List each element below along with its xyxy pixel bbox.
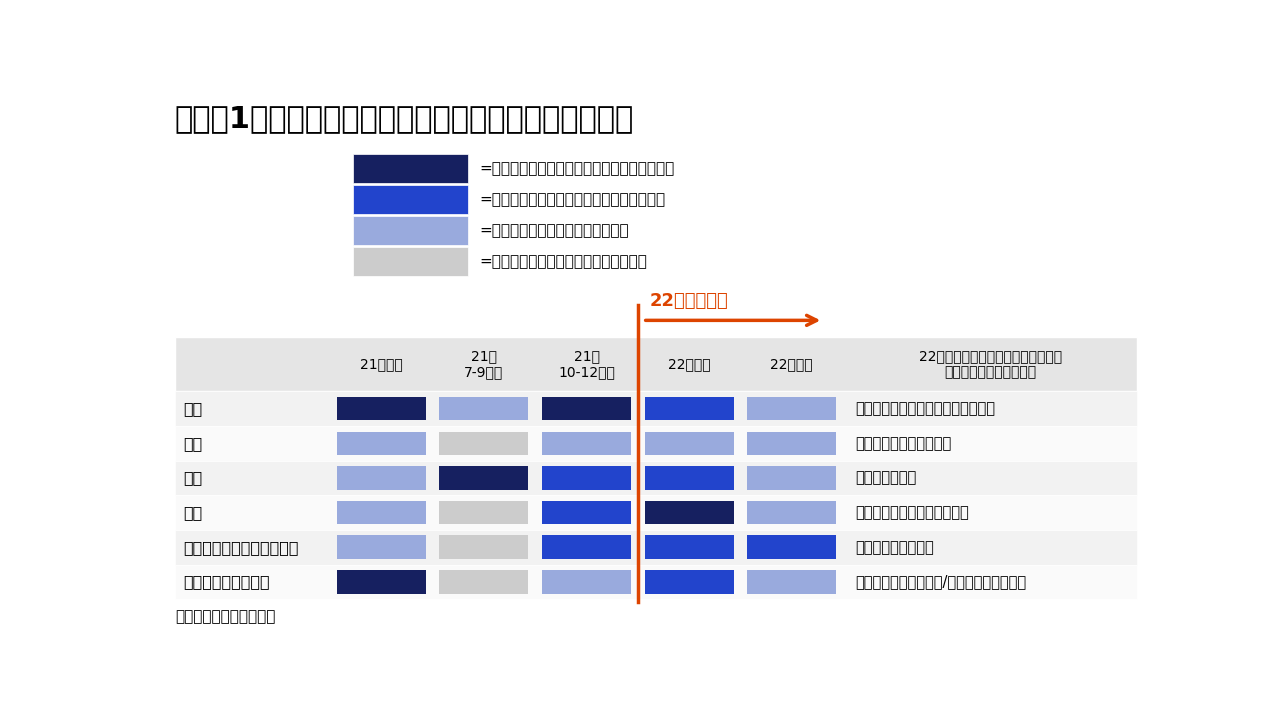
Text: アジア新興国（中国以外）: アジア新興国（中国以外） — [183, 540, 298, 554]
Bar — [748, 397, 836, 420]
Text: 22年の見通し: 22年の見通し — [650, 292, 728, 310]
Bar — [353, 216, 467, 245]
Bar — [645, 501, 733, 524]
Text: （出所）インベスコ作成: （出所）インベスコ作成 — [175, 609, 275, 624]
Bar — [337, 466, 426, 490]
Text: 21年
7-9月期: 21年 7-9月期 — [465, 349, 503, 379]
Text: 21年前半: 21年前半 — [360, 357, 403, 371]
Bar — [175, 495, 1137, 530]
Bar — [748, 570, 836, 594]
Bar — [748, 536, 836, 559]
Bar — [175, 391, 1137, 426]
Bar — [337, 397, 426, 420]
Bar — [337, 570, 426, 594]
Bar — [337, 431, 426, 455]
Text: 日本: 日本 — [183, 505, 202, 520]
Bar — [439, 570, 529, 594]
Text: 財政出動と資本財輸出の行方: 財政出動と資本財輸出の行方 — [855, 505, 969, 520]
Text: 21年
10-12月期: 21年 10-12月期 — [558, 349, 614, 379]
Bar — [175, 564, 1137, 599]
Bar — [439, 501, 529, 524]
Bar — [748, 466, 836, 490]
Text: 22年の景気を左右する注目ポイント
（コロナ感染状況以外）: 22年の景気を左右する注目ポイント （コロナ感染状況以外） — [919, 349, 1061, 379]
Bar — [543, 501, 631, 524]
Bar — [543, 397, 631, 420]
Bar — [175, 461, 1137, 495]
Text: インフレの行方: インフレの行方 — [855, 470, 916, 485]
Bar — [175, 337, 1137, 391]
Bar — [748, 431, 836, 455]
Bar — [439, 466, 529, 490]
Bar — [439, 397, 529, 420]
Text: ワクチン接種の進展: ワクチン接種の進展 — [855, 540, 933, 554]
Bar — [645, 570, 733, 594]
Text: =景気モメンタムが潜在成長率を大幅に上回る: =景気モメンタムが潜在成長率を大幅に上回る — [480, 161, 675, 176]
Bar — [439, 431, 529, 455]
Bar — [543, 466, 631, 490]
Bar — [439, 536, 529, 559]
Bar — [353, 185, 467, 214]
Bar — [543, 570, 631, 594]
Bar — [645, 536, 733, 559]
Text: 米国: 米国 — [183, 401, 202, 416]
Text: =景気モメンタムが潜在成長率程度: =景気モメンタムが潜在成長率程度 — [480, 223, 628, 238]
Text: 中国: 中国 — [183, 436, 202, 451]
Bar — [175, 530, 1137, 564]
Bar — [543, 431, 631, 455]
Bar — [175, 426, 1137, 461]
Text: 欧州: 欧州 — [183, 470, 202, 485]
Bar — [748, 501, 836, 524]
Bar — [645, 397, 733, 420]
Text: アジア以外の新興国: アジア以外の新興国 — [183, 575, 270, 590]
Bar — [353, 247, 467, 276]
Text: （図表1）主要地域の景気モメンタムについての見通し: （図表1）主要地域の景気モメンタムについての見通し — [175, 104, 634, 133]
Bar — [337, 536, 426, 559]
Bar — [353, 154, 467, 183]
Text: =景気モメンタムが潜在成長率を下回る: =景気モメンタムが潜在成長率を下回る — [480, 254, 648, 269]
Bar — [543, 536, 631, 559]
Text: 金融引き締めの悪影響/ワクチン接種の進展: 金融引き締めの悪影響/ワクチン接種の進展 — [855, 575, 1027, 590]
Text: 22年前半: 22年前半 — [668, 357, 710, 371]
Text: =景気モメンタムが潜在成長率をやや上回る: =景気モメンタムが潜在成長率をやや上回る — [480, 192, 666, 207]
Bar — [337, 501, 426, 524]
Bar — [645, 466, 733, 490]
Text: 22年後半: 22年後半 — [771, 357, 813, 371]
Text: 政府による景気サポート: 政府による景気サポート — [855, 436, 951, 451]
Bar — [645, 431, 733, 455]
Text: 雇用の増加ペースとインフレの行方: 雇用の増加ペースとインフレの行方 — [855, 401, 995, 416]
